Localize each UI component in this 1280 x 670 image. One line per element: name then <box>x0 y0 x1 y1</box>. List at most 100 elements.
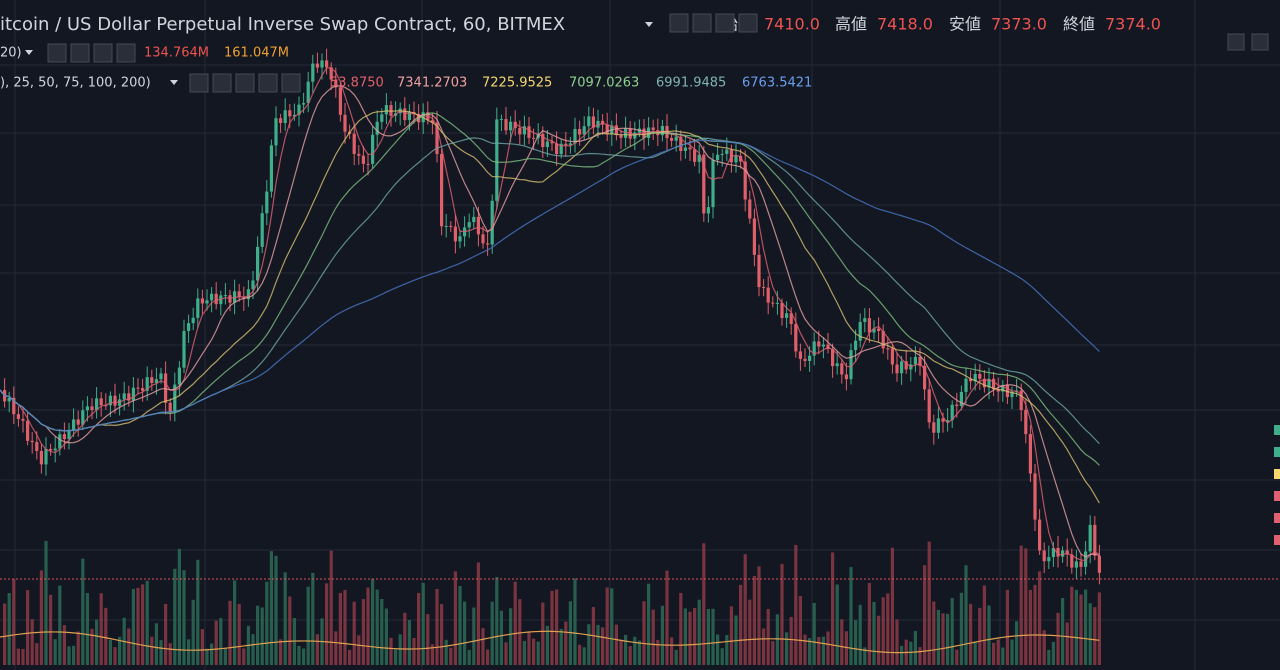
candle-body <box>789 313 793 324</box>
candle-body <box>288 110 292 117</box>
ma-value: 7341.2703 <box>397 76 467 91</box>
volume-bar <box>545 625 549 665</box>
volume-bar <box>338 592 342 665</box>
volume-bar <box>895 619 899 665</box>
volume-bar <box>136 587 140 665</box>
volume-bar <box>141 584 145 665</box>
candle-body <box>279 118 283 124</box>
candle-body <box>840 363 844 375</box>
candle-body <box>72 419 76 430</box>
volume-bar <box>674 649 678 665</box>
volume-bar <box>555 589 559 665</box>
pane-button <box>1227 33 1245 51</box>
candle-body <box>476 216 480 235</box>
volume-bar <box>1097 592 1101 665</box>
volume-bar <box>1061 597 1065 665</box>
candle-body <box>35 442 39 451</box>
volume-bar <box>729 606 733 665</box>
volume-bar <box>1010 639 1014 665</box>
candle-body <box>191 317 195 324</box>
volume-bar <box>619 639 623 665</box>
candle-body <box>950 404 954 421</box>
candle-body <box>200 298 204 304</box>
candle-body <box>182 330 186 368</box>
candle-body <box>596 120 600 128</box>
volume-bar <box>453 571 457 665</box>
volume-bar <box>789 616 793 665</box>
volume-bar <box>913 631 917 665</box>
volume-bar <box>67 646 71 665</box>
candle-body <box>624 128 628 138</box>
volume-bar <box>867 583 871 665</box>
axis-marker <box>1274 447 1280 457</box>
pane-button <box>1251 33 1269 51</box>
candle-body <box>256 246 260 281</box>
candle-body <box>131 387 135 401</box>
volume-bar <box>237 603 241 665</box>
volume-bar <box>863 647 867 665</box>
volume-bar <box>504 642 508 665</box>
volume-bar <box>637 640 641 665</box>
volume-value: 134.764M <box>144 46 209 61</box>
candle-body <box>706 207 710 214</box>
volume-bar <box>785 632 789 665</box>
volume-bar <box>297 646 301 665</box>
candle-body <box>453 226 457 242</box>
candle-body <box>122 393 126 400</box>
candle-body <box>895 364 899 374</box>
candle-body <box>251 280 255 290</box>
volume-bar <box>150 636 154 665</box>
ohlc-value: 7410.0 <box>764 15 820 34</box>
candle-body <box>877 328 881 331</box>
dropdown-arrow <box>170 80 178 85</box>
volume-bar <box>780 563 784 665</box>
candle-body <box>794 323 798 352</box>
volume-bar <box>463 601 467 665</box>
volume-bar <box>610 588 614 665</box>
volume-bar <box>1093 607 1097 665</box>
chart-title: itcoin / US Dollar Perpetual Inverse Swa… <box>0 14 565 35</box>
candle-body <box>1010 391 1014 398</box>
volume-bar <box>113 647 117 665</box>
volume-bar <box>108 639 112 665</box>
volume-bar <box>398 634 402 665</box>
candle-body <box>762 287 766 289</box>
axis-marker <box>1274 425 1280 435</box>
volume-bar <box>679 592 683 665</box>
volume-bar <box>959 592 963 665</box>
volume-bar <box>757 566 761 665</box>
plot <box>0 48 1101 665</box>
candle-body <box>1033 473 1037 520</box>
volume-bar <box>467 649 471 665</box>
candle-body <box>44 448 48 465</box>
volume-bar <box>85 593 89 665</box>
candle-body <box>527 126 531 138</box>
candle-body <box>812 341 816 356</box>
candle-body <box>39 450 43 465</box>
candle-body <box>831 348 835 367</box>
volume-bar <box>348 649 352 665</box>
candle-body <box>329 67 333 80</box>
ma-params: ), 25, 50, 75, 100, 200) <box>0 76 151 91</box>
candle-body <box>311 63 315 82</box>
volume-bar <box>858 604 862 665</box>
volume-bar <box>375 589 379 665</box>
candle-body <box>246 289 250 300</box>
candle-body <box>890 348 894 365</box>
candle-body <box>780 302 784 318</box>
axis-marker <box>1274 513 1280 523</box>
candle-body <box>918 356 922 366</box>
moving-average <box>0 139 1100 432</box>
volume-bar <box>499 610 503 665</box>
candle-body <box>798 351 802 359</box>
candle-body <box>541 133 545 148</box>
moving-average <box>0 110 1100 504</box>
volume-bar <box>509 608 513 665</box>
candle-body <box>987 378 991 388</box>
volume-bar <box>274 555 278 665</box>
candle-body <box>886 348 890 350</box>
candle-body <box>923 365 927 390</box>
candle-body <box>844 374 848 380</box>
candle-body <box>518 128 522 135</box>
volume-bar <box>1070 586 1074 665</box>
